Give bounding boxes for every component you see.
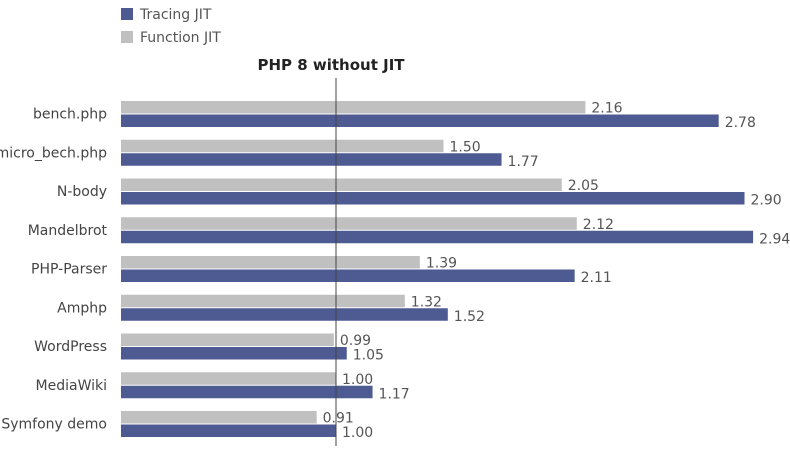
bar-tracing-jit	[121, 114, 719, 127]
category-label: PHP-Parser	[31, 262, 107, 278]
category-label: Symfony demo	[1, 417, 107, 433]
data-label-tracing-jit: 2.90	[751, 193, 782, 209]
data-label-tracing-jit: 1.17	[379, 386, 410, 402]
bar-function-jit	[121, 139, 444, 153]
data-label-function-jit: 2.05	[568, 178, 599, 194]
bar-function-jit	[121, 256, 420, 269]
data-label-function-jit: 1.39	[426, 256, 457, 272]
bar-function-jit	[121, 178, 562, 191]
data-label-function-jit: 1.32	[411, 294, 442, 310]
category-label: MediaWiki	[36, 378, 107, 394]
data-label-function-jit: 1.00	[342, 372, 373, 388]
legend-swatch	[121, 31, 133, 43]
bar-tracing-jit	[121, 385, 373, 399]
bar-tracing-jit	[121, 230, 754, 244]
bar-function-jit	[121, 217, 577, 230]
legend-label: Tracing JIT	[139, 7, 212, 23]
bar-tracing-jit	[121, 347, 347, 360]
data-label-function-jit: 0.91	[323, 411, 354, 427]
bar-tracing-jit	[121, 308, 448, 321]
data-label-tracing-jit: 1.05	[353, 348, 384, 364]
data-label-tracing-jit: 2.78	[725, 115, 756, 131]
data-label-function-jit: 2.12	[583, 217, 614, 233]
bar-function-jit	[121, 333, 334, 346]
data-label-function-jit: 2.16	[591, 101, 622, 117]
data-label-function-jit: 1.50	[450, 139, 481, 155]
data-label-function-jit: 0.99	[340, 333, 371, 349]
legend-swatch	[121, 8, 133, 20]
bar-function-jit	[121, 294, 405, 308]
baseline-label: PHP 8 without JIT	[257, 56, 405, 74]
bar-function-jit	[121, 101, 586, 114]
category-label: Mandelbrot	[28, 223, 108, 239]
data-label-tracing-jit: 1.77	[508, 154, 539, 170]
data-label-tracing-jit: 2.94	[759, 231, 790, 247]
bar-tracing-jit	[121, 192, 745, 205]
bar-function-jit	[121, 372, 336, 385]
bar-function-jit	[121, 411, 317, 424]
category-label: Amphp	[57, 300, 107, 316]
category-label: WordPress	[34, 339, 107, 355]
data-label-tracing-jit: 2.11	[581, 270, 612, 286]
data-label-tracing-jit: 1.00	[342, 425, 373, 441]
bar-tracing-jit	[121, 153, 502, 166]
data-label-tracing-jit: 1.52	[454, 309, 485, 325]
bar-tracing-jit	[121, 424, 336, 437]
category-label: micro_bech.php	[0, 145, 107, 161]
bar-tracing-jit	[121, 269, 575, 282]
category-label: bench.php	[33, 107, 107, 123]
legend-label: Function JIT	[140, 30, 221, 46]
category-label: N-body	[57, 184, 107, 200]
